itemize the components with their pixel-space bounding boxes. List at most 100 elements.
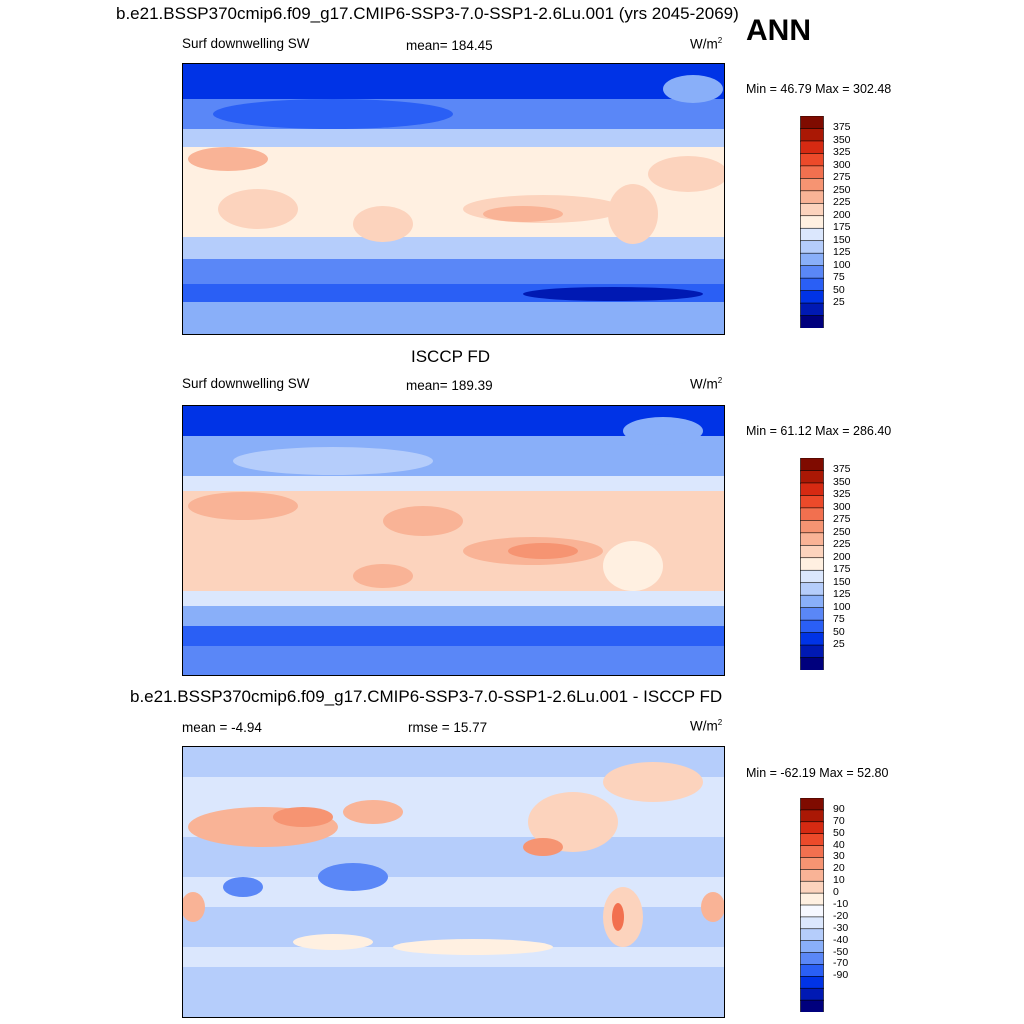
colorbar-tick-label: -40 — [833, 933, 849, 946]
colorbar-swatch — [800, 115, 824, 130]
colorbar-tick-label: 25 — [833, 638, 845, 651]
colorbar-tick-label: -10 — [833, 898, 849, 910]
colorbar-tick-label: 150 — [833, 233, 851, 246]
colorbar-swatch — [800, 265, 824, 279]
colorbar-swatch — [800, 797, 824, 811]
colorbar-swatch — [800, 857, 824, 871]
colorbar-tick-label: 200 — [833, 550, 851, 563]
colorbar-swatch — [800, 470, 824, 484]
colorbar-swatch — [800, 290, 824, 304]
colorbar-tick-label: 50 — [833, 826, 845, 839]
colorbar-swatch — [800, 532, 824, 547]
colorbar-tick-label: 300 — [833, 158, 851, 171]
colorbar-swatch — [800, 507, 824, 522]
colorbar-tick-label: 150 — [833, 575, 851, 588]
colorbar-swatch — [800, 252, 824, 267]
colorbar-tick-label: 375 — [833, 463, 851, 476]
panel2-title: ISCCP FD — [411, 347, 491, 366]
colorbar-swatch — [800, 165, 824, 180]
colorbar-tick-label: 70 — [833, 814, 845, 827]
season-label: ANN — [746, 14, 811, 47]
colorbar-tick-label: 350 — [833, 475, 851, 488]
panel2-units-label: W/m2 — [690, 376, 723, 392]
colorbar-swatch — [800, 928, 824, 942]
colorbar-tick-label: 325 — [833, 488, 851, 501]
panel1-colorbar — [800, 115, 824, 333]
colorbar-swatch — [800, 594, 824, 609]
colorbar-swatch — [800, 904, 824, 918]
colorbar-tick-label: -90 — [833, 969, 849, 982]
colorbar-tick-label: 275 — [833, 513, 851, 526]
colorbar-swatch — [800, 153, 824, 167]
panel1-mean-label: mean= 184.45 — [406, 38, 493, 53]
panel2-colorbar — [800, 457, 824, 675]
colorbar-swatch — [800, 520, 824, 534]
colorbar-swatch — [800, 644, 824, 659]
panel3-rmse-label: rmse = 15.77 — [408, 720, 488, 735]
colorbar-tick-label: 175 — [833, 563, 851, 576]
colorbar-tick-label: 20 — [833, 862, 845, 875]
panel3-units-label: W/m2 — [690, 718, 723, 734]
colorbar-swatch — [800, 892, 824, 906]
colorbar-tick-label: 10 — [833, 874, 845, 887]
colorbar-tick-label: 75 — [833, 613, 845, 626]
panel2-colorbar-swatches — [800, 457, 824, 671]
colorbar-swatch — [800, 557, 824, 572]
panel3-colorbar — [800, 797, 824, 1017]
colorbar-tick-label: 30 — [833, 850, 845, 863]
panel2-mean-label: mean= 189.39 — [406, 378, 493, 393]
panel3-mean-label: mean = -4.94 — [182, 720, 262, 735]
colorbar-swatch — [800, 582, 824, 596]
colorbar-tick-label: 75 — [833, 271, 845, 284]
colorbar-tick-label: 275 — [833, 171, 851, 184]
colorbar-swatch — [800, 657, 824, 671]
colorbar-swatch — [800, 845, 824, 859]
colorbar-tick-label: 0 — [833, 886, 839, 899]
colorbar-tick-label: 250 — [833, 525, 851, 538]
colorbar-swatch — [800, 227, 824, 242]
colorbar-swatch — [800, 940, 824, 954]
colorbar-tick-label: 325 — [833, 146, 851, 159]
colorbar-swatch — [800, 964, 824, 978]
colorbar-tick-label: 90 — [833, 802, 845, 815]
colorbar-swatch — [800, 190, 824, 205]
colorbar-tick-label: 200 — [833, 208, 851, 221]
colorbar-swatch — [800, 240, 824, 254]
colorbar-swatch — [800, 544, 824, 559]
colorbar-tick-label: 225 — [833, 538, 851, 551]
colorbar-swatch — [800, 916, 824, 930]
colorbar-swatch — [800, 809, 824, 823]
colorbar-swatch — [800, 202, 824, 217]
panel1-variable-label: Surf downwelling SW — [182, 36, 310, 51]
colorbar-tick-label: 100 — [833, 600, 851, 613]
panel2-variable-label: Surf downwelling SW — [182, 376, 310, 391]
panel1-minmax-label: Min = 46.79 Max = 302.48 — [746, 82, 892, 96]
colorbar-swatch — [800, 987, 824, 1001]
colorbar-swatch — [800, 178, 824, 192]
colorbar-swatch — [800, 495, 824, 509]
colorbar-swatch — [800, 315, 824, 329]
colorbar-tick-label: 125 — [833, 588, 851, 601]
colorbar-tick-label: -50 — [833, 945, 849, 958]
colorbar-swatch — [800, 952, 824, 966]
panel1-title: b.e21.BSSP370cmip6.f09_g17.CMIP6-SSP3-7.… — [116, 4, 739, 23]
colorbar-tick-label: -30 — [833, 921, 849, 934]
colorbar-tick-label: 375 — [833, 121, 851, 134]
panel1-units-label: W/m2 — [690, 36, 723, 52]
colorbar-tick-label: 50 — [833, 283, 845, 296]
colorbar-tick-label: 250 — [833, 183, 851, 196]
colorbar-tick-label: -20 — [833, 909, 849, 922]
colorbar-swatch — [800, 277, 824, 292]
panel2-map — [182, 405, 725, 676]
colorbar-tick-label: 40 — [833, 838, 845, 851]
colorbar-swatch — [800, 999, 824, 1013]
colorbar-swatch — [800, 128, 824, 142]
colorbar-tick-label: 350 — [833, 133, 851, 146]
colorbar-tick-label: -70 — [833, 957, 849, 970]
colorbar-tick-label: 25 — [833, 296, 845, 309]
colorbar-tick-label: 100 — [833, 258, 851, 271]
colorbar-swatch — [800, 215, 824, 230]
colorbar-swatch — [800, 821, 824, 835]
panel1-map — [182, 63, 725, 335]
panel3-colorbar-swatches — [800, 797, 824, 1013]
